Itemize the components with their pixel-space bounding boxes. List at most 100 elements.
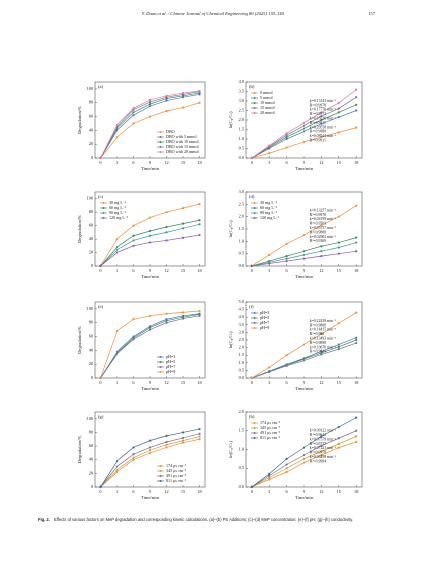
y-axis-title: ln(C₀/Cₜ) <box>228 111 233 128</box>
data-point <box>320 115 323 118</box>
y-tick-label: 1.0 <box>239 238 244 243</box>
fit-annotation: R²=0.9911 <box>310 138 326 142</box>
data-point <box>302 457 306 460</box>
data-point <box>132 244 135 247</box>
legend-marker <box>159 371 162 373</box>
y-tick-label: 0 <box>91 263 93 268</box>
series-line <box>251 441 357 488</box>
data-point <box>148 446 152 449</box>
data-point <box>181 436 185 440</box>
data-point <box>181 311 185 314</box>
fit-annotation: k=0.07221 min⁻¹ <box>310 446 336 450</box>
y-tick-label: 4.0 <box>239 79 244 84</box>
data-point <box>165 109 168 113</box>
y-tick-label: 2.0 <box>239 214 244 219</box>
data-point <box>148 98 152 102</box>
data-point <box>181 236 185 239</box>
fit-annotation: k=0.02902 min⁻¹ <box>310 235 336 239</box>
fit-annotation: R²=0.9868 <box>310 323 326 327</box>
x-tick-label: 12 <box>319 268 323 273</box>
legend-marker <box>253 427 256 429</box>
data-point <box>132 446 135 449</box>
legend-label: 174 μs cm⁻¹ <box>260 420 281 425</box>
data-point <box>198 101 201 104</box>
series-line <box>100 310 200 379</box>
data-point <box>337 442 340 445</box>
data-point <box>198 432 201 435</box>
data-point <box>132 114 135 117</box>
chart: 0 20 40 60 80 100 0 3 6 9 12 15 18 Time/min Degradatio… <box>77 81 206 171</box>
x-tick-label: 9 <box>303 268 305 273</box>
data-point <box>320 351 323 355</box>
x-tick-label: 12 <box>319 489 323 494</box>
y-tick-label: 3.0 <box>239 189 244 194</box>
y-tick-label: 1.5 <box>239 352 244 357</box>
series-line <box>100 314 200 379</box>
data-point <box>302 140 306 143</box>
data-point <box>302 359 306 362</box>
data-point <box>165 239 168 242</box>
data-point <box>337 116 340 119</box>
legend-marker <box>253 432 256 434</box>
data-point <box>198 203 201 206</box>
y-tick-label: 1.5 <box>239 126 244 131</box>
y-tick-label: 4.5 <box>239 307 244 312</box>
data-point <box>132 453 135 456</box>
data-point <box>337 437 340 440</box>
data-point <box>198 309 201 313</box>
fit-annotation: R²=0.9369 <box>310 239 326 243</box>
y-axis-title: ln(C₀/Cₜ) <box>228 220 233 237</box>
fit-annotation: k=0.20558 min⁻¹ <box>310 125 336 129</box>
chart: 0 20 40 60 80 100 0 3 6 9 12 15 18 Time/min Degradatio… <box>77 411 206 500</box>
x-tick-label: 9 <box>149 160 151 165</box>
y-tick-label: 3.5 <box>239 88 244 93</box>
data-point <box>320 245 323 248</box>
legend-label: pH=3 <box>166 354 175 359</box>
data-point <box>337 107 340 110</box>
fit-annotation: R²=0.9898 <box>310 341 326 345</box>
data-point <box>337 131 340 134</box>
panel-label: (g) <box>98 414 104 419</box>
data-point <box>285 463 288 466</box>
y-tick-label: 0 <box>91 155 93 160</box>
data-point <box>285 137 288 141</box>
legend-label: DBO with 10 mmol <box>166 139 200 144</box>
data-point <box>337 241 340 244</box>
fit-annotation: k=0.07579 min⁻¹ <box>310 437 336 441</box>
x-axis-title: Time/min <box>295 495 314 500</box>
x-tick-label: 18 <box>197 489 201 494</box>
fit-annotation: k=0.13257 min⁻¹ <box>310 208 336 212</box>
y-axis-title: Degradation/% <box>77 106 82 134</box>
legend-marker <box>253 327 256 329</box>
legend-marker <box>159 366 162 368</box>
chart: 0.0 0.5 1.0 1.5 2.0 2.5 3.0 3.5 4.0 0 3 6 9 12 15 18 Tim… <box>228 79 363 171</box>
y-tick-label: 0.0 <box>239 484 244 489</box>
series-line <box>251 110 357 159</box>
y-tick-label: 40 <box>89 347 93 352</box>
legend-marker <box>102 207 105 209</box>
x-tick-label: 12 <box>164 489 168 494</box>
data-point <box>165 211 168 214</box>
data-point <box>115 237 119 241</box>
legend-marker <box>159 131 162 133</box>
fit-annotation: R²=0.9980 <box>310 130 326 134</box>
y-tick-label: 40 <box>89 457 93 462</box>
y-tick-label: 20 <box>89 361 93 366</box>
legend-marker <box>159 146 162 148</box>
fit-annotation: R²=0.9911 <box>310 121 326 125</box>
legend-marker <box>253 312 256 314</box>
data-point <box>337 111 340 114</box>
data-point <box>285 136 288 139</box>
y-tick-label: 0.5 <box>239 465 244 470</box>
chart: 0 20 40 60 80 100 0 3 6 9 12 15 18 Time/min Degradatio… <box>77 191 206 279</box>
data-point <box>132 458 135 461</box>
x-tick-label: 6 <box>132 489 135 494</box>
chart: 0 20 40 60 80 100 0 3 6 9 12 15 18 Time/min Degradatio… <box>77 301 206 391</box>
legend-label: 15 mmol <box>260 105 276 110</box>
data-point <box>198 427 201 431</box>
x-tick-label: 12 <box>164 268 168 273</box>
data-point <box>355 236 358 239</box>
legend-marker <box>159 470 162 472</box>
y-tick-label: 1.0 <box>239 360 244 365</box>
data-point <box>99 485 102 489</box>
